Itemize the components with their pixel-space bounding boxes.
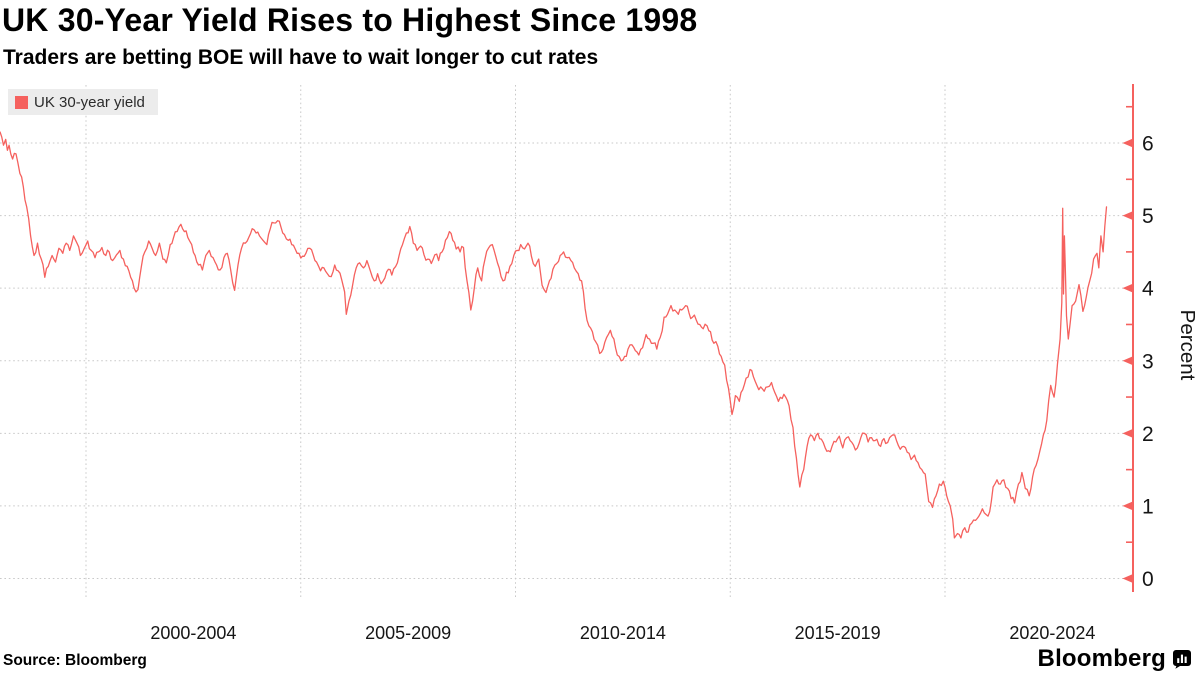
bloomberg-logo: Bloomberg — [1038, 645, 1192, 673]
svg-text:2: 2 — [1142, 423, 1154, 446]
legend-label: UK 30-year yield — [34, 93, 145, 111]
chart-title: UK 30-Year Yield Rises to Highest Since … — [2, 2, 698, 38]
svg-text:5: 5 — [1142, 205, 1154, 228]
svg-text:2020-2024: 2020-2024 — [1009, 623, 1095, 643]
yield-series-line — [0, 131, 1108, 539]
svg-text:0: 0 — [1142, 568, 1154, 591]
svg-text:4: 4 — [1142, 278, 1154, 301]
bloomberg-wordmark: Bloomberg — [1037, 645, 1166, 672]
legend: UK 30-year yield — [8, 89, 158, 115]
source-note: Source: Bloomberg — [3, 652, 147, 669]
svg-text:2000-2004: 2000-2004 — [150, 623, 236, 643]
svg-text:2015-2019: 2015-2019 — [795, 623, 881, 643]
svg-text:3: 3 — [1142, 350, 1154, 373]
svg-text:2010-2014: 2010-2014 — [580, 623, 666, 643]
chart-subtitle: Traders are betting BOE will have to wai… — [3, 46, 599, 69]
legend-swatch-icon — [15, 95, 28, 109]
svg-text:Percent: Percent — [1176, 310, 1199, 381]
svg-text:1: 1 — [1142, 495, 1154, 518]
svg-text:2005-2009: 2005-2009 — [365, 623, 451, 643]
svg-text:6: 6 — [1142, 133, 1154, 156]
bloomberg-bug-icon — [1173, 650, 1191, 669]
